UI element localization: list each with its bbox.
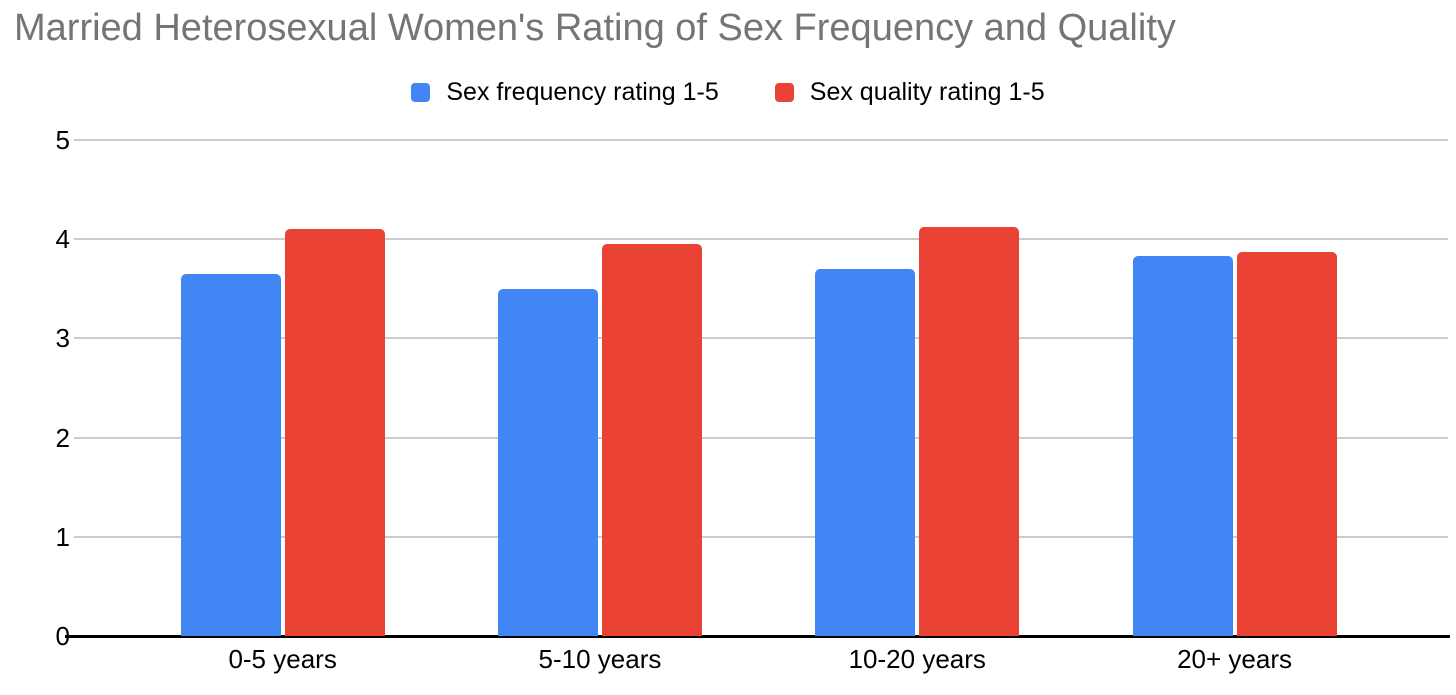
legend-label-frequency: Sex frequency rating 1-5 xyxy=(446,78,719,106)
x-tick-label-0-5-years: 0-5 years xyxy=(228,644,337,674)
legend-label-quality: Sex quality rating 1-5 xyxy=(809,78,1045,106)
y-tick-label-3: 3 xyxy=(55,323,70,354)
bar-frequency-10-20-years xyxy=(815,268,916,636)
legend-swatch-frequency-icon xyxy=(411,83,431,102)
legend-item-sex-frequency: Sex frequency rating 1-5 xyxy=(411,78,719,107)
bar-frequency-5-10-years xyxy=(497,288,598,636)
y-tick-label-0: 0 xyxy=(55,621,70,651)
y-tick-label-2: 2 xyxy=(55,422,70,453)
y-tick-label-1: 1 xyxy=(55,521,70,552)
bar-quality-5-10-years xyxy=(601,244,702,636)
chart-title: Married Heterosexual Women's Rating of S… xyxy=(14,7,1176,49)
bar-quality-20-years xyxy=(1236,252,1337,636)
x-tick-label-20-years: 20+ years xyxy=(1177,644,1292,674)
legend: Sex frequency rating 1-5 Sex quality rat… xyxy=(0,78,1456,107)
gridline-3 xyxy=(74,337,1448,340)
gridline-4 xyxy=(74,238,1448,241)
bar-frequency-20-years xyxy=(1132,256,1233,636)
legend-swatch-quality-icon xyxy=(774,83,794,102)
gridline-1 xyxy=(74,535,1448,538)
bar-frequency-0-5-years xyxy=(180,273,281,636)
gridline-5 xyxy=(74,139,1448,141)
bar-quality-10-20-years xyxy=(919,227,1020,636)
x-tick-label-10-20-years: 10-20 years xyxy=(848,644,986,674)
y-tick-label-5: 5 xyxy=(55,125,70,155)
x-axis-line xyxy=(65,635,1450,638)
y-tick-label-4: 4 xyxy=(55,224,70,255)
bar-quality-0-5-years xyxy=(284,229,385,636)
x-tick-label-5-10-years: 5-10 years xyxy=(538,644,662,674)
legend-item-sex-quality: Sex quality rating 1-5 xyxy=(774,78,1045,107)
gridline-2 xyxy=(74,436,1448,439)
